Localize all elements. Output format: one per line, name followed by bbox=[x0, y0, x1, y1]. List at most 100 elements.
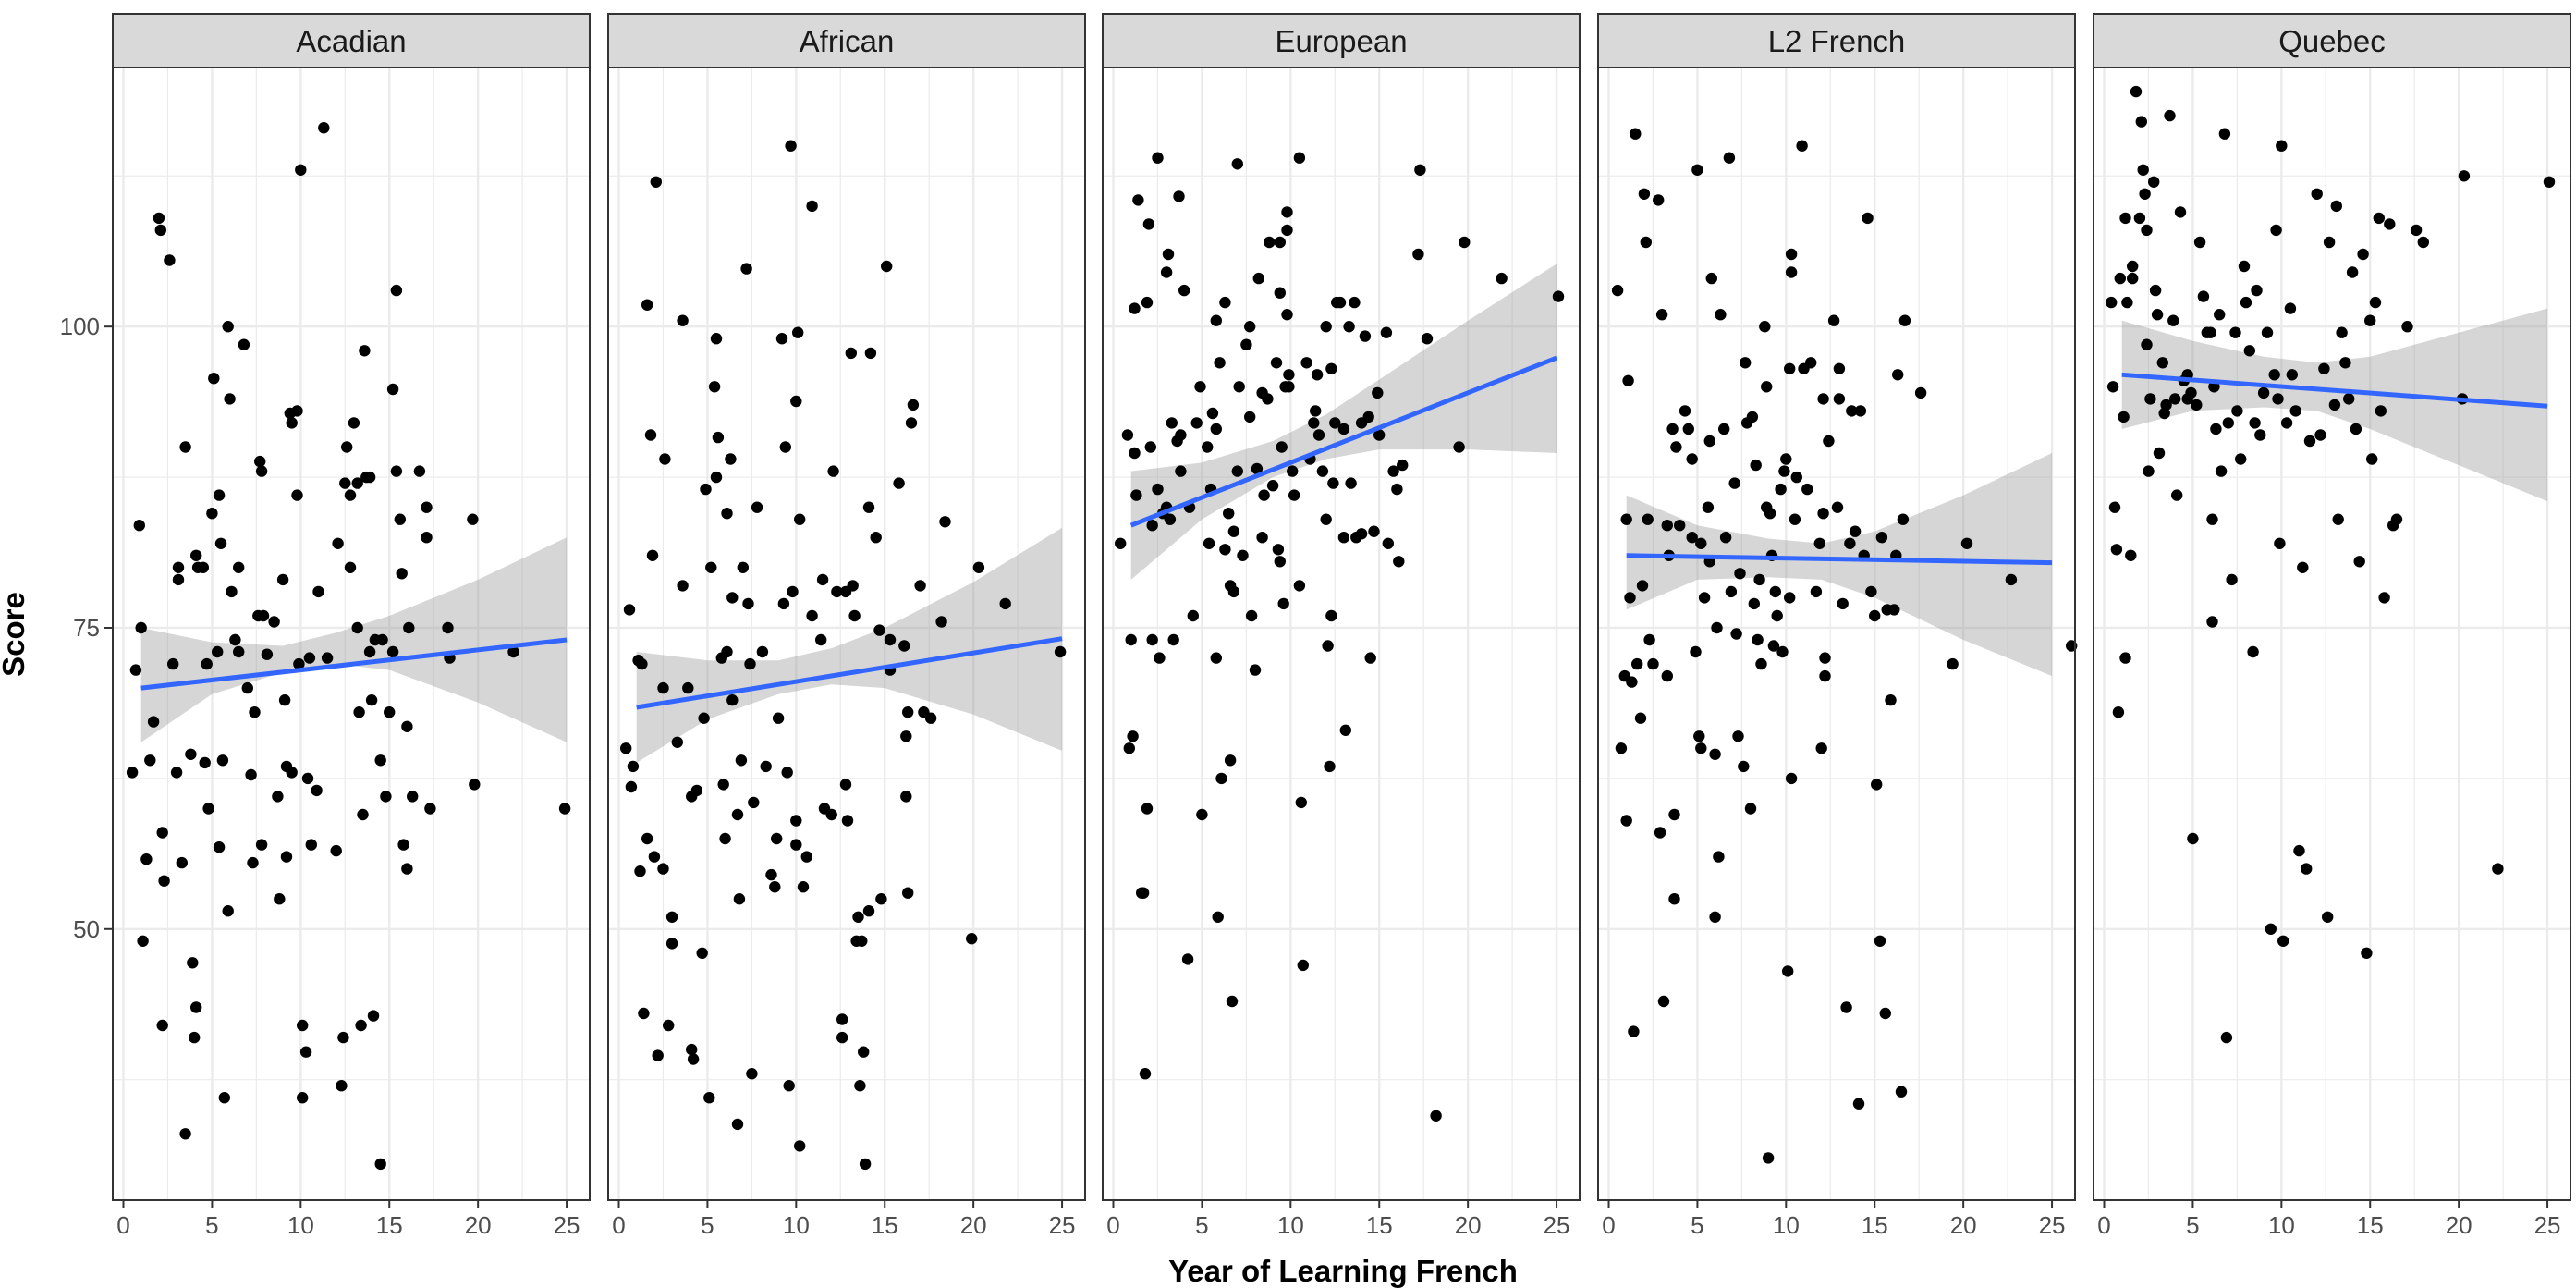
data-point bbox=[1430, 1110, 1442, 1122]
x-tick-label: 15 bbox=[2357, 1211, 2384, 1239]
data-point bbox=[1293, 152, 1306, 164]
data-point bbox=[2193, 236, 2206, 249]
data-point bbox=[1453, 441, 1465, 453]
data-point bbox=[2350, 423, 2362, 435]
panel-acadian: Acadian 0 5 10 15 20 25 bbox=[112, 13, 591, 1239]
data-point bbox=[254, 455, 266, 468]
data-point bbox=[365, 694, 378, 706]
data-point bbox=[1123, 742, 1136, 754]
data-point bbox=[206, 508, 218, 520]
data-point bbox=[721, 508, 733, 520]
data-point bbox=[2247, 645, 2259, 658]
data-point bbox=[2185, 386, 2197, 399]
data-point bbox=[1203, 537, 1215, 549]
data-point bbox=[792, 326, 804, 338]
trend-line bbox=[1626, 553, 2053, 566]
data-point bbox=[1372, 386, 1384, 399]
data-point bbox=[363, 645, 376, 658]
data-point bbox=[1210, 423, 1223, 435]
facet-strip bbox=[1102, 13, 1581, 68]
data-point bbox=[1709, 748, 1721, 760]
data-point bbox=[737, 561, 749, 573]
x-tick-label: 25 bbox=[554, 1211, 580, 1239]
data-point bbox=[924, 712, 937, 724]
data-point bbox=[881, 260, 893, 273]
data-point bbox=[135, 621, 147, 634]
data-point bbox=[1813, 537, 1826, 549]
data-point bbox=[1310, 405, 1322, 417]
data-point bbox=[295, 164, 307, 176]
data-point bbox=[2153, 447, 2166, 460]
data-point bbox=[226, 585, 238, 598]
data-point bbox=[2364, 314, 2376, 326]
data-point bbox=[197, 561, 209, 573]
x-tick-label: 15 bbox=[376, 1211, 403, 1239]
data-point bbox=[249, 706, 261, 718]
data-point bbox=[1223, 508, 1235, 520]
x-tick-label: 15 bbox=[1862, 1211, 1888, 1239]
data-point bbox=[351, 621, 363, 634]
data-point bbox=[1251, 462, 1264, 475]
data-point bbox=[717, 779, 729, 791]
data-point bbox=[407, 791, 419, 803]
data-point bbox=[1276, 441, 1288, 453]
data-point bbox=[1337, 423, 1350, 435]
data-point bbox=[1823, 435, 1835, 448]
x-tick-label: 25 bbox=[2039, 1211, 2066, 1239]
data-point bbox=[2261, 326, 2274, 338]
data-point bbox=[1272, 544, 1285, 556]
data-point bbox=[1744, 803, 1757, 815]
data-point bbox=[1245, 609, 1258, 622]
data-point bbox=[137, 935, 149, 947]
data-point bbox=[2318, 362, 2330, 374]
data-point bbox=[2332, 513, 2344, 525]
data-point bbox=[384, 706, 396, 718]
data-point bbox=[507, 645, 519, 658]
data-point bbox=[1293, 580, 1306, 592]
data-point bbox=[293, 657, 305, 670]
data-point bbox=[902, 706, 914, 718]
data-point bbox=[1210, 314, 1223, 326]
data-point bbox=[276, 573, 289, 586]
data-point bbox=[255, 465, 268, 477]
data-point bbox=[1132, 194, 1144, 206]
data-point bbox=[705, 561, 717, 573]
data-point bbox=[790, 839, 802, 851]
data-point bbox=[1212, 911, 1224, 923]
data-point bbox=[907, 399, 920, 411]
data-point bbox=[1412, 248, 1424, 261]
data-point bbox=[744, 657, 756, 670]
data-point bbox=[746, 1068, 758, 1080]
data-point bbox=[376, 633, 388, 646]
data-point bbox=[1166, 417, 1178, 429]
data-point bbox=[558, 803, 571, 815]
data-point bbox=[2121, 296, 2133, 309]
data-point bbox=[1782, 965, 1794, 977]
data-point bbox=[367, 1010, 380, 1022]
data-point bbox=[1224, 754, 1237, 767]
data-point bbox=[777, 597, 790, 610]
data-point bbox=[731, 1118, 744, 1131]
data-point bbox=[1865, 585, 1877, 598]
data-point bbox=[1785, 772, 1798, 785]
data-point bbox=[2276, 140, 2288, 152]
data-point bbox=[650, 176, 662, 188]
data-point bbox=[1316, 465, 1329, 477]
data-point bbox=[1636, 580, 1649, 592]
data-point bbox=[687, 1053, 700, 1065]
data-point bbox=[2215, 465, 2228, 477]
data-point bbox=[1888, 604, 1900, 616]
data-point bbox=[644, 429, 657, 441]
data-point bbox=[893, 477, 905, 489]
data-point bbox=[2375, 405, 2387, 417]
data-point bbox=[1679, 405, 1691, 417]
data-point bbox=[1805, 357, 1817, 369]
data-point bbox=[1295, 796, 1308, 809]
data-point bbox=[827, 465, 839, 477]
data-point bbox=[1778, 465, 1790, 477]
data-point bbox=[1762, 1152, 1775, 1164]
trend-line bbox=[2121, 372, 2548, 409]
data-point bbox=[690, 784, 703, 797]
data-point bbox=[1661, 520, 1674, 532]
data-point bbox=[1837, 597, 1849, 610]
